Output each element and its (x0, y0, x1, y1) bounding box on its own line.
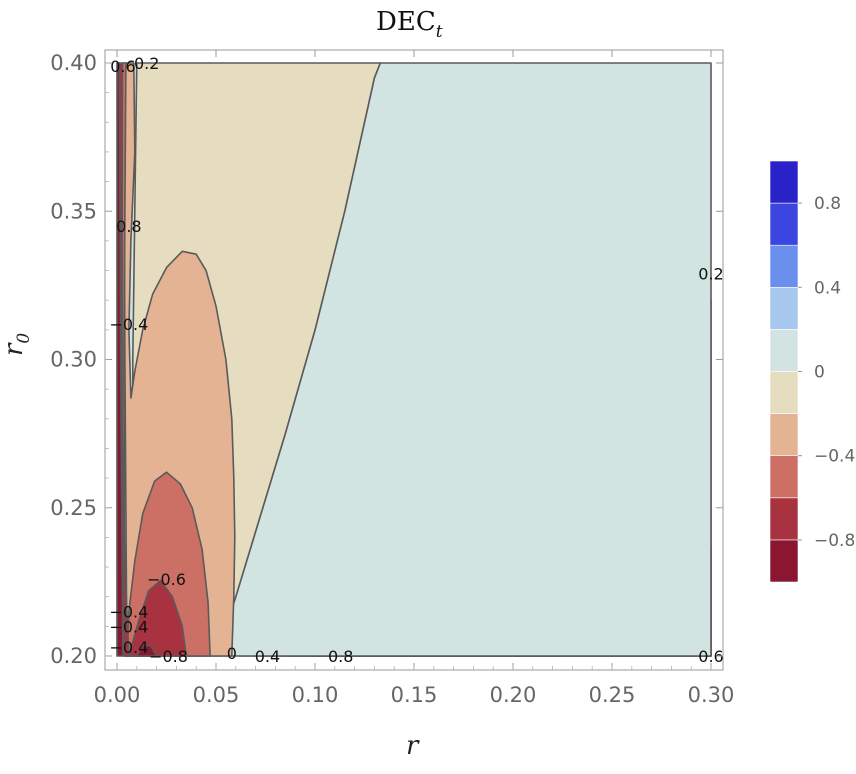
legend-swatch-6 (769, 286, 799, 330)
y-tick-label-1: 0.25 (50, 496, 97, 520)
legend-tick-label-4: −0.8 (814, 531, 855, 551)
x-tick-label-5: 0.25 (589, 683, 636, 707)
chart-title-subscript: t (436, 22, 443, 42)
x-tick-label-3: 0.15 (391, 683, 438, 707)
legend-swatch-2 (769, 455, 799, 499)
legend-swatch-9 (769, 160, 799, 204)
color-legend: 0.8 0.4 0 −0.4 −0.8 (769, 160, 855, 583)
legend-tick-label-1: 0.4 (814, 278, 841, 298)
y-tick-label-4: 0.40 (50, 51, 97, 75)
contour-label-3: −0.4 (109, 315, 148, 334)
contour-label-1: 0.2 (134, 54, 159, 73)
contour-region-8 (118, 62, 188, 657)
contour-label-4: 0.2 (698, 265, 723, 284)
y-axis-label-main: r (0, 342, 29, 356)
contour-label-13: 0.6 (698, 647, 723, 666)
y-axis-label-subscript: 0 (14, 333, 34, 344)
x-tick-label-1: 0.05 (193, 683, 240, 707)
x-tick-label-4: 0.20 (490, 683, 537, 707)
contour-label-0: 0.6 (110, 57, 135, 76)
legend-tick-label-3: −0.4 (814, 447, 855, 467)
legend-tick-label-2: 0 (814, 363, 825, 383)
x-axis-label: r (406, 731, 420, 761)
legend-swatch-8 (769, 202, 799, 246)
y-tick-label-3: 0.35 (50, 199, 97, 223)
contour-label-10: 0 (227, 644, 237, 663)
x-axis-ticks: 0.00 0.05 0.10 0.15 0.20 0.25 0.30 (94, 50, 735, 707)
contour-region-9 (116, 62, 158, 657)
y-axis-ticks: 0.200.250.300.350.40 (50, 51, 723, 668)
contour-label-11: 0.4 (255, 647, 280, 666)
contour-label-7: −0.4 (109, 617, 148, 636)
legend-swatch-1 (769, 497, 799, 541)
svg-text:r0: r0 (0, 333, 34, 356)
y-tick-label-0: 0.20 (50, 644, 97, 668)
contour-regions (116, 62, 712, 657)
y-tick-label-2: 0.30 (50, 348, 97, 372)
contour-label-8: −0.4 (109, 638, 148, 657)
contour-label-6: −0.4 (109, 603, 148, 622)
x-tick-label-6: 0.30 (688, 683, 735, 707)
legend-swatch-4 (769, 371, 799, 414)
y-axis-label: r0 (0, 333, 34, 356)
chart-title: DECt (376, 7, 443, 42)
x-tick-label-0: 0.00 (94, 683, 141, 707)
contour-label-12: 0.8 (328, 647, 353, 666)
contour-label-5: −0.6 (147, 570, 186, 589)
legend-swatch-0 (769, 539, 799, 583)
legend-swatch-3 (769, 413, 799, 457)
x-tick-label-2: 0.10 (292, 683, 339, 707)
legend-swatch-5 (769, 329, 799, 372)
contour-labels: 0.60.20.8−0.40.2−0.6−0.4−0.4−0.4 −0.8 0 0.4… (109, 54, 723, 666)
legend-swatch-7 (769, 244, 799, 288)
legend-tick-label-0: 0.8 (814, 194, 841, 214)
chart-title-main: DEC (376, 7, 436, 37)
contour-label-9: −0.8 (149, 647, 188, 666)
contour-label-2: 0.8 (116, 217, 141, 236)
